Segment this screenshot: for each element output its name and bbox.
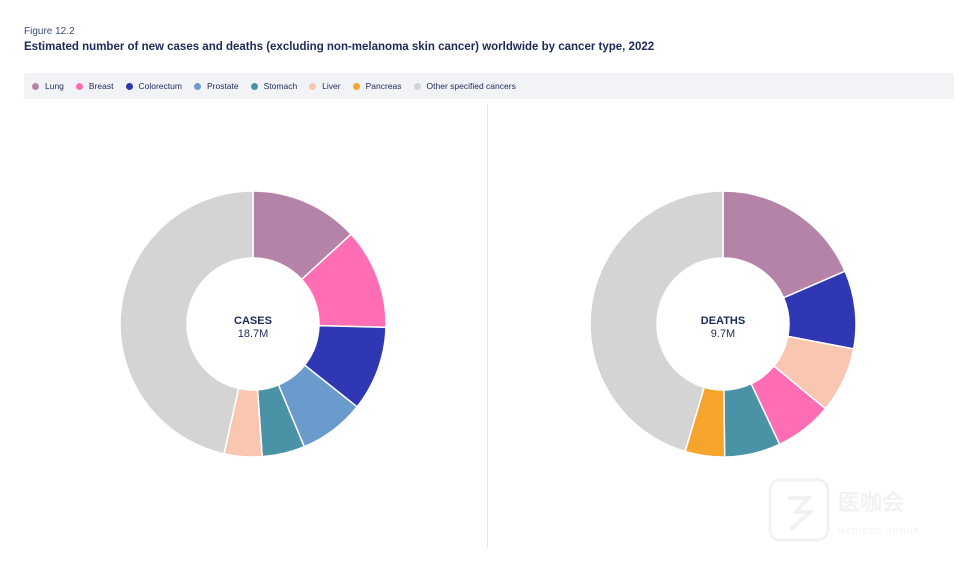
cases-slices <box>119 190 387 458</box>
legend-item-other-specified-cancers: Other specified cancers <box>413 81 516 91</box>
legend-swatch <box>250 82 258 90</box>
deaths-slices <box>589 190 857 458</box>
legend-label: Breast <box>88 81 114 91</box>
legend-swatch <box>75 82 83 90</box>
watermark-icon <box>768 478 830 542</box>
cases-center-title: CASES <box>234 315 272 327</box>
slice-lung <box>722 190 847 299</box>
cases-center-value: 18.7M <box>238 328 269 340</box>
legend-item-breast: Breast <box>75 81 114 91</box>
legend-item-pancreas: Pancreas <box>352 81 402 91</box>
legend-label: Lung <box>45 81 64 91</box>
deaths-donut-chart: DEATHS 9.7M <box>589 190 857 458</box>
legend-label: Other specified cancers <box>426 81 516 91</box>
legend-item-stomach: Stomach <box>250 81 298 91</box>
legend-swatch <box>413 82 421 90</box>
legend-swatch <box>125 82 133 90</box>
watermark-text: 医咖会 <box>838 490 904 515</box>
legend-swatch <box>309 82 317 90</box>
slice-other-specified-cancers <box>119 190 254 455</box>
legend-swatch <box>352 82 360 90</box>
figure-label: Figure 12.2 <box>24 26 75 37</box>
legend-item-colorectum: Colorectum <box>125 81 182 91</box>
legend-label: Stomach <box>263 81 298 91</box>
watermark-subtext: MEDIECO GROUP <box>838 527 920 536</box>
deaths-center-value: 9.7M <box>711 328 735 340</box>
legend-item-lung: Lung <box>32 81 64 91</box>
deaths-center-title: DEATHS <box>701 315 745 327</box>
chart-title: Estimated number of new cases and deaths… <box>24 41 655 53</box>
watermark-logo: 医咖会 MEDIECO GROUP <box>768 478 920 542</box>
legend-swatch <box>193 82 201 90</box>
cases-donut-chart: CASES 18.7M <box>119 190 387 458</box>
legend-label: Colorectum <box>138 81 182 91</box>
legend-label: Pancreas <box>365 81 402 91</box>
panel-divider <box>487 104 488 548</box>
legend-item-prostate: Prostate <box>193 81 239 91</box>
legend-label: Liver <box>322 81 341 91</box>
legend-item-liver: Liver <box>309 81 341 91</box>
slice-other-specified-cancers <box>589 190 724 453</box>
watermark-icon-mark <box>788 496 816 532</box>
legend: Lung Breast Colorectum Prostate Stomach Liver… <box>24 73 954 99</box>
legend-swatch <box>32 82 39 90</box>
legend-label: Prostate <box>206 81 239 91</box>
